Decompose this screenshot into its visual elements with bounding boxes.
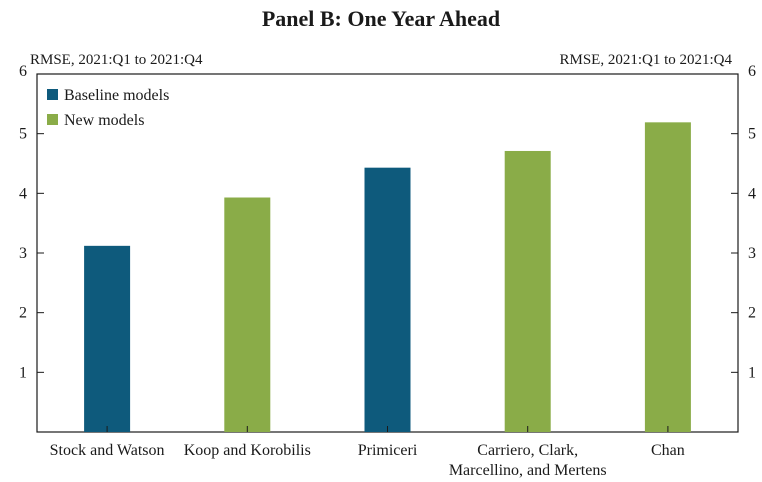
x-tick-label: Marcellino, and Mertens	[449, 462, 607, 479]
bar	[84, 245, 131, 432]
right-y-tick-label: 4	[748, 185, 756, 202]
x-tick-label: Koop and Korobilis	[184, 442, 311, 459]
left-y-tick-label: 1	[19, 364, 27, 381]
legend-swatch	[47, 114, 58, 125]
left-y-tick-label: 5	[19, 126, 27, 143]
left-y-tick-label: 4	[19, 185, 27, 202]
x-tick-label: Stock and Watson	[50, 442, 165, 459]
right-y-tick-label: 5	[748, 126, 756, 143]
x-tick-label: Chan	[651, 442, 685, 459]
bar	[504, 150, 551, 432]
legend-label: Baseline models	[64, 87, 169, 104]
right-y-tick-label: 6	[748, 63, 756, 80]
right-y-tick-label: 1	[748, 364, 756, 381]
left-y-tick-label: 2	[19, 305, 27, 322]
chart-title: Panel B: One Year Ahead	[261, 6, 501, 31]
right-y-tick-label: 2	[748, 305, 756, 322]
bar	[364, 167, 411, 432]
bar	[224, 197, 271, 432]
right-y-tick-label: 3	[748, 245, 756, 262]
x-tick-label: Carriero, Clark,	[477, 442, 578, 459]
left-y-tick-label: 3	[19, 245, 27, 262]
right-axis-caption: RMSE, 2021:Q1 to 2021:Q4	[559, 52, 732, 68]
bar	[644, 122, 691, 432]
legend-swatch	[47, 89, 58, 100]
x-tick-label: Primiceri	[358, 442, 418, 459]
legend-label: New models	[64, 112, 144, 129]
left-y-tick-label: 6	[19, 63, 27, 80]
left-axis-caption: RMSE, 2021:Q1 to 2021:Q4	[30, 52, 203, 68]
